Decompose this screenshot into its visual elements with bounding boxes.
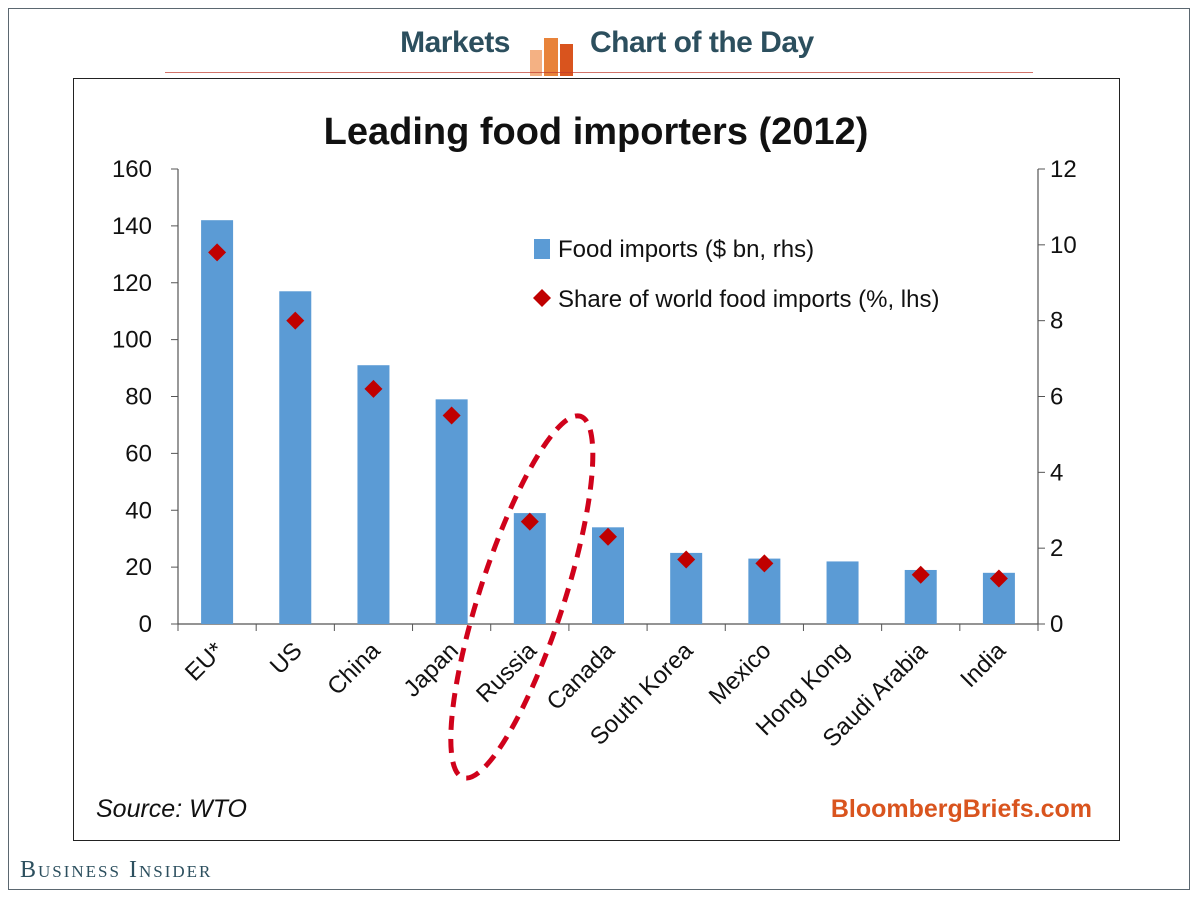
share-marker-japan	[442, 406, 461, 425]
left-tick-label: 60	[125, 440, 152, 467]
right-tick-label: 12	[1050, 156, 1077, 183]
right-tick-label: 2	[1050, 535, 1063, 562]
bar-hong-kong	[826, 561, 859, 624]
left-tick-label: 100	[112, 327, 152, 354]
bar-us	[279, 291, 312, 624]
left-tick-label: 120	[112, 270, 152, 297]
left-tick-label: 40	[125, 497, 152, 524]
share-marker-us	[286, 311, 305, 330]
bar-russia	[513, 513, 546, 624]
bar-eu	[201, 220, 234, 624]
right-tick-label: 6	[1050, 384, 1063, 411]
right-tick-label: 8	[1050, 308, 1063, 335]
left-tick-label: 20	[125, 554, 152, 581]
outer-frame	[8, 8, 1190, 890]
share-marker-south-korea	[677, 550, 696, 569]
category-label: Canada	[542, 637, 621, 716]
chart-svg: Leading food importers (2012)02040608010…	[96, 111, 1092, 823]
share-marker-saudi-arabia	[911, 565, 930, 584]
share-marker-russia	[520, 512, 539, 531]
category-label: Russia	[471, 637, 542, 708]
header-chart-of-day-label: Chart of the Day	[590, 26, 814, 59]
category-label: China	[322, 637, 386, 701]
bloomberg-briefs-credit: BloombergBriefs.com	[831, 795, 1092, 823]
header-markets-label: Markets	[400, 26, 510, 59]
bar-china	[357, 365, 390, 624]
right-tick-label: 4	[1050, 459, 1063, 486]
header: Markets Chart of the Day	[0, 18, 1200, 76]
category-label: India	[955, 637, 1011, 693]
share-marker-india	[989, 569, 1008, 588]
left-tick-label: 160	[112, 156, 152, 183]
legend-diamond-swatch	[533, 289, 551, 307]
legend-bar-swatch	[534, 239, 550, 259]
category-label: Mexico	[704, 637, 777, 710]
right-tick-label: 10	[1050, 232, 1077, 259]
share-marker-canada	[599, 527, 617, 546]
right-tick-label: 0	[1050, 611, 1063, 638]
share-marker-china	[364, 379, 383, 398]
russia-highlight-ellipse	[448, 413, 596, 781]
chart-container: Leading food importers (2012) 0 20 40 60 80 10…	[73, 78, 1120, 841]
left-tick-label: 140	[112, 213, 152, 240]
category-label: US	[265, 637, 308, 680]
share-marker-eu	[208, 243, 227, 262]
left-tick-label: 0	[139, 611, 152, 638]
left-tick-label: 80	[125, 384, 152, 411]
bar-chart-icon	[530, 38, 573, 76]
category-label: EU*	[180, 637, 229, 686]
bar-japan	[435, 399, 468, 624]
source-note: Source: WTO	[96, 795, 247, 823]
share-marker-mexico	[755, 554, 774, 573]
header-divider	[165, 72, 1033, 73]
legend-bar-label: Food imports ($ bn, rhs)	[558, 236, 814, 263]
legend-diamond-label: Share of world food imports (%, lhs)	[558, 286, 939, 313]
business-insider-brand: Business Insider	[20, 857, 213, 883]
category-label: Japan	[399, 637, 464, 702]
chart-title: Leading food importers (2012)	[324, 111, 869, 153]
